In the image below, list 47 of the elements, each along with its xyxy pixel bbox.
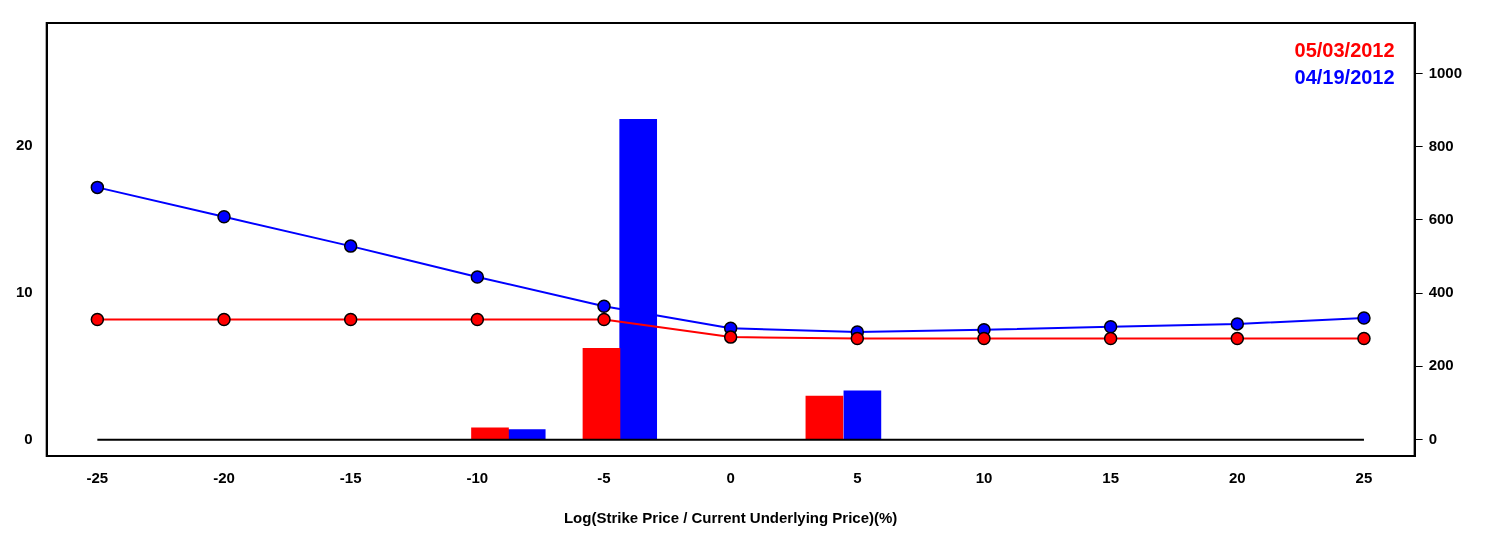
point (217, 210, 231, 224)
text: 05/03/2012 (1294, 38, 1395, 61)
y-tick-label: 10 (16, 283, 33, 301)
x-tick-label: 10 (975, 469, 993, 487)
bar (471, 427, 509, 440)
x-tick-label: 15 (1102, 469, 1119, 487)
x-tick-label: 0 (726, 469, 735, 487)
point (1357, 331, 1371, 346)
y-tick-label: 20 (16, 136, 33, 154)
point (850, 331, 865, 346)
x-tick-label: -5 (597, 469, 611, 487)
point (597, 312, 611, 327)
y2-tick-label: 0 (1428, 429, 1437, 447)
y2-tick-label: 1000 (1428, 63, 1463, 81)
y2-tick-label: 800 (1428, 136, 1454, 154)
point (1357, 311, 1371, 325)
point (977, 331, 991, 346)
point (1230, 331, 1245, 346)
point (90, 180, 105, 195)
x-tick-label: -10 (466, 469, 489, 487)
bar (805, 395, 844, 440)
y2-tick-label: 600 (1428, 210, 1454, 228)
point (1230, 317, 1245, 331)
bar (843, 390, 882, 440)
x-tick-label: 5 (853, 469, 862, 487)
point (470, 270, 485, 284)
point (723, 330, 738, 344)
point (1103, 331, 1118, 346)
y-tick-label: 0 (24, 429, 33, 447)
bar (582, 348, 621, 440)
point (343, 312, 358, 327)
point (470, 312, 485, 327)
x-tick-label: 25 (1355, 469, 1373, 487)
point (343, 239, 358, 253)
x-tick-label: 20 (1228, 469, 1246, 487)
x-tick-label: -15 (339, 469, 362, 487)
text: 04/19/2012 (1294, 65, 1395, 88)
point (90, 312, 105, 327)
x-tick-label: -25 (86, 469, 109, 487)
y2-tick-label: 400 (1428, 283, 1454, 301)
point (217, 312, 231, 327)
x-tick-label: -20 (213, 469, 235, 487)
point (597, 299, 611, 314)
y2-tick-label: 200 (1428, 356, 1454, 374)
bar (507, 429, 546, 440)
x-axis-title: Log(Strike Price / Current Underlying Price)(%) (563, 509, 898, 527)
point (1103, 320, 1118, 334)
